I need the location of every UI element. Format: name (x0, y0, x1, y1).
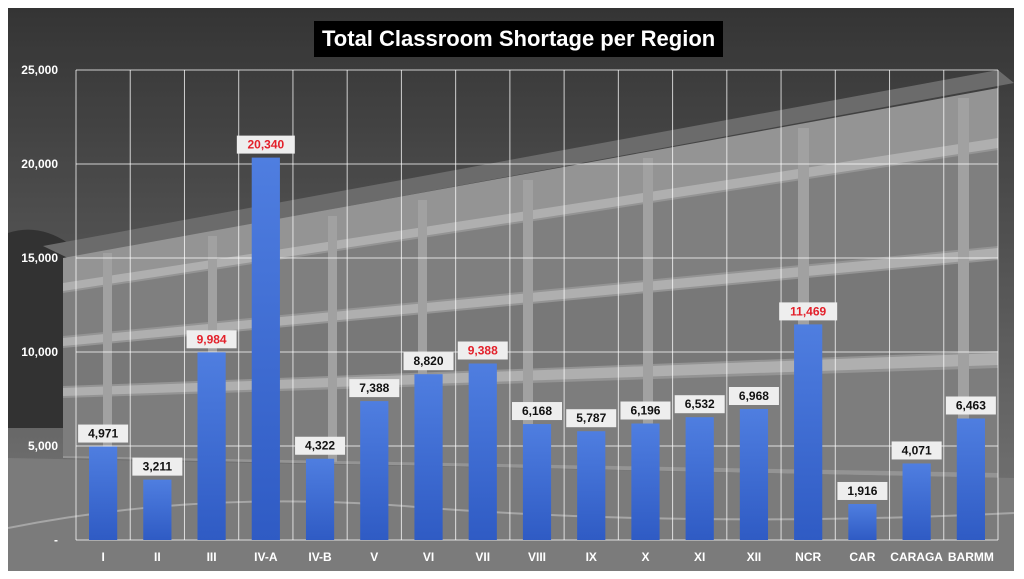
x-axis-ticks: I II III IV-A IV-B V VI VII VIII IX X XI XII NCR CAR CA… (101, 550, 993, 564)
data-label-box (674, 395, 725, 414)
x-tick-label-XI: XI (694, 550, 705, 564)
bar-V (360, 401, 389, 540)
bar-VI (414, 374, 443, 540)
bar-II (143, 479, 172, 540)
x-tick-label-NCR: NCR (795, 550, 821, 564)
data-label-box (620, 401, 671, 420)
data-label-box (349, 379, 400, 398)
x-tick-label-VIII: VIII (528, 550, 546, 564)
y-tick-label: 5,000 (28, 439, 58, 453)
chart-title: Total Classroom Shortage per Region (314, 21, 724, 57)
data-label-II: 3,211 (143, 460, 173, 474)
y-tick-label: 20,000 (21, 157, 58, 171)
data-label-IX: 5,787 (576, 411, 606, 425)
x-tick-label-CAR: CAR (849, 550, 875, 564)
data-label-box (295, 436, 346, 455)
bar-CAR (848, 503, 877, 540)
data-labels: 4,971 3,211 9,984 20,340 4,322 7,388 8,820 9,38… (78, 135, 996, 500)
data-label-box (132, 457, 183, 476)
y-tick-label: 25,000 (21, 63, 58, 77)
x-tick-label-IV-A: IV-A (254, 550, 278, 564)
x-tick-label-CARAGA: CARAGA (890, 550, 943, 564)
x-tick-label-IX: IX (586, 550, 597, 564)
bar-X (631, 423, 660, 540)
y-tick-label: 10,000 (21, 345, 58, 359)
bars (89, 157, 985, 540)
data-label-I: 4,971 (88, 427, 118, 441)
data-label-XI: 6,532 (685, 397, 715, 411)
y-tick-label: 15,000 (21, 251, 58, 265)
x-tick-label-X: X (641, 550, 649, 564)
data-label-box (837, 481, 888, 500)
data-label-NCR: 11,469 (790, 304, 826, 318)
data-label-box (403, 352, 454, 371)
data-label-VIII: 6,168 (522, 404, 552, 418)
chart-frame: - 5,000 10,000 15,000 20,000 25,000 4,971 3,21… (8, 8, 1014, 571)
data-label-VII: 9,388 (468, 344, 498, 358)
x-tick-label-XII: XII (747, 550, 762, 564)
bar-IX (577, 431, 606, 540)
data-label-box (236, 135, 295, 154)
data-label-box (186, 330, 237, 349)
y-axis-ticks: - 5,000 10,000 15,000 20,000 25,000 (21, 63, 58, 547)
bar-XI (685, 417, 714, 540)
data-label-IV-A: 20,340 (247, 138, 284, 152)
y-tick-label: - (54, 533, 58, 547)
x-tick-label-III: III (207, 550, 217, 564)
data-label-box (779, 302, 838, 321)
data-label-BARMM: 6,463 (956, 398, 986, 412)
bar-IV-A (251, 157, 280, 540)
data-label-box (512, 402, 562, 421)
bar-NCR (794, 324, 823, 540)
bar-IV-B (305, 458, 335, 540)
data-label-III: 9,984 (197, 332, 227, 346)
x-tick-label-VI: VI (423, 550, 434, 564)
x-tick-label-VII: VII (475, 550, 490, 564)
data-label-box (728, 387, 779, 406)
bar-XII (739, 409, 769, 540)
data-label-box (566, 409, 617, 428)
x-tick-label-BARMM: BARMM (948, 550, 994, 564)
x-tick-label-IV-B: IV-B (308, 550, 332, 564)
bar-CARAGA (902, 463, 931, 540)
data-label-V: 7,388 (359, 381, 389, 395)
data-label-XII: 6,968 (739, 389, 769, 403)
data-label-box (78, 424, 129, 443)
data-label-CAR: 1,916 (847, 484, 877, 498)
data-label-box (457, 341, 508, 360)
data-label-box (945, 396, 996, 415)
bar-chart: - 5,000 10,000 15,000 20,000 25,000 4,971 3,21… (21, 63, 999, 564)
data-label-X: 6,196 (630, 404, 660, 418)
bar-BARMM (956, 418, 985, 540)
bar-VIII (522, 424, 552, 540)
data-label-CARAGA: 4,071 (902, 443, 932, 457)
bar-I (89, 446, 118, 540)
x-tick-label-I: I (101, 550, 104, 564)
data-label-IV-B: 4,322 (305, 439, 335, 453)
bar-VII (468, 363, 497, 540)
bar-III (197, 352, 226, 540)
x-tick-label-II: II (154, 550, 161, 564)
x-tick-label-V: V (370, 550, 378, 564)
data-label-box (891, 441, 942, 460)
data-label-VI: 8,820 (414, 354, 444, 368)
